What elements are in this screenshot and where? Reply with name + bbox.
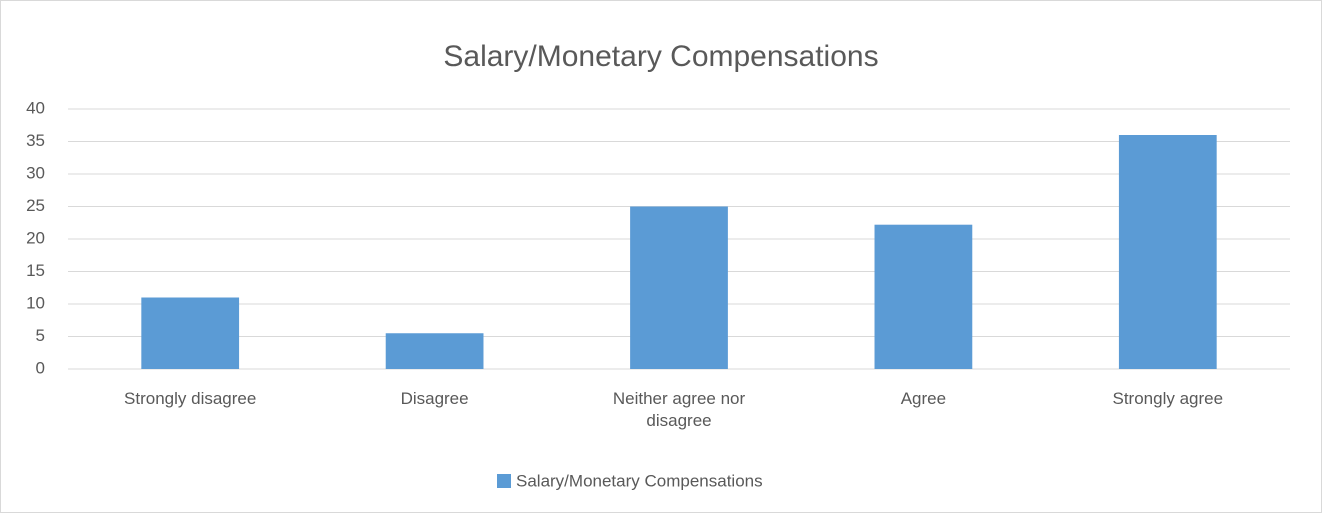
bar [630,206,728,369]
y-tick-label: 0 [36,358,45,377]
y-tick-label: 40 [26,98,45,117]
x-tick-label: Neither agree nor disagree [612,389,746,430]
y-tick-label: 15 [26,261,45,280]
y-tick-label: 25 [26,196,45,215]
legend-label: Salary/Monetary Compensations [516,471,763,490]
y-tick-label: 5 [36,326,45,345]
bar [1118,135,1217,369]
y-tick-label: 30 [26,163,45,182]
y-tick-label: 35 [26,131,45,150]
x-tick-label: Strongly disagree [124,389,257,408]
y-tick-label: 10 [26,293,45,312]
bar [385,333,484,369]
legend-swatch [497,474,511,488]
y-tick-label: 20 [26,228,45,247]
x-tick-label: Agree [900,389,947,408]
bar [874,224,973,369]
x-tick-label: Disagree [400,389,469,408]
bar [141,297,240,369]
chart-title: Salary/Monetary Compensations [443,40,878,73]
x-tick-label: Strongly agree [1112,389,1224,408]
